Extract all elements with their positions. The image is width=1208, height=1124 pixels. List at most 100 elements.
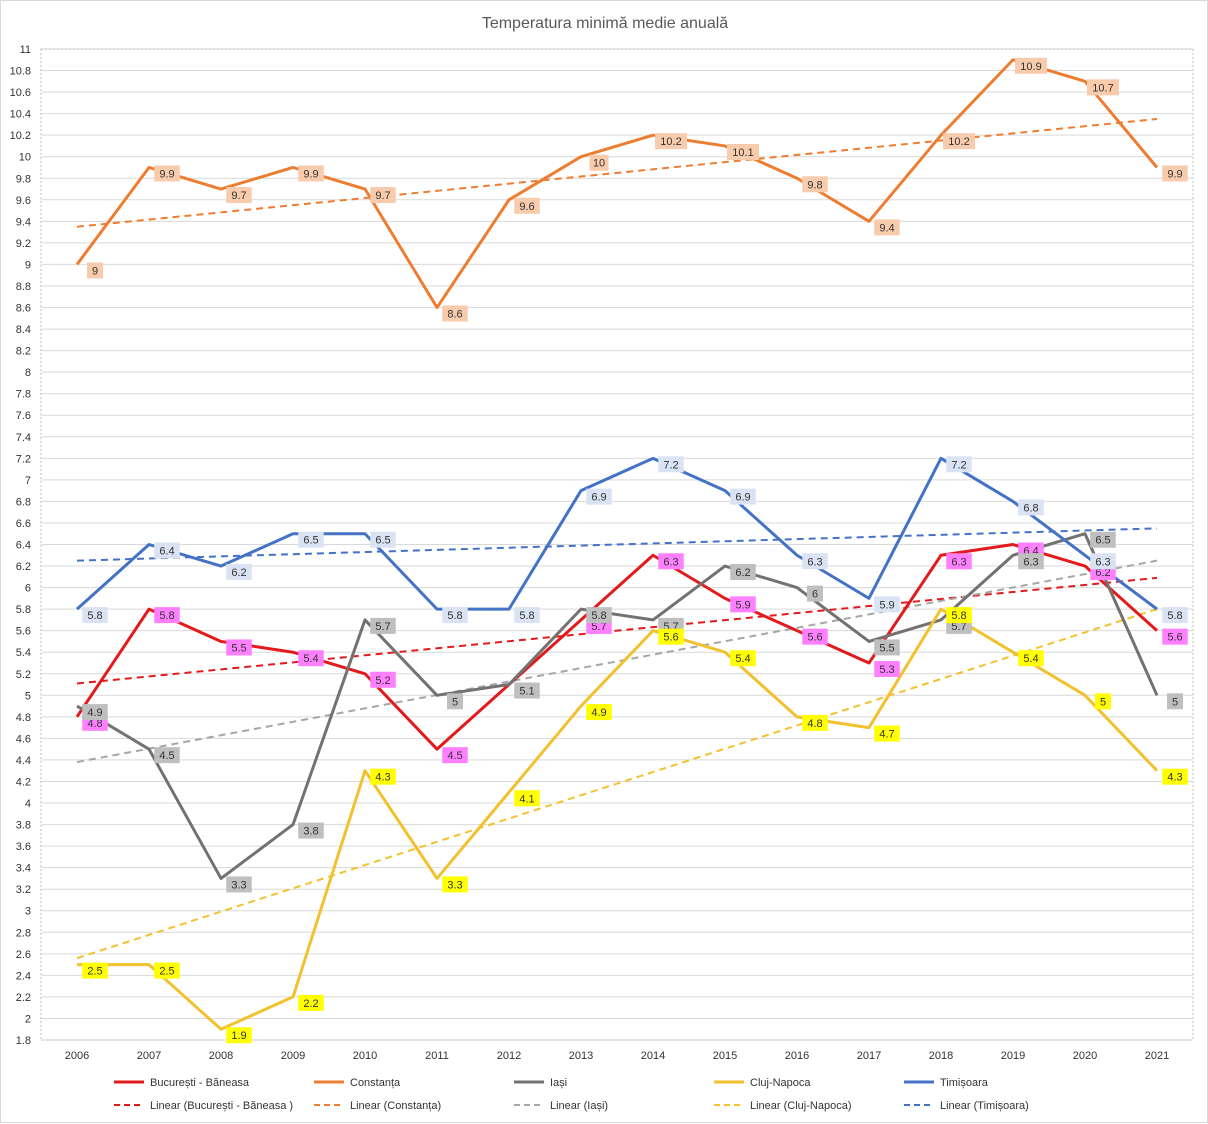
data-label-box [298,165,324,182]
data-label: 5.8 [951,610,966,622]
y-tick-label: 4.8 [16,712,31,724]
data-label-box [1167,693,1183,710]
y-tick-label: 6.6 [16,518,31,530]
data-label: 4.9 [87,707,102,719]
data-label: 5.7 [375,621,390,633]
legend-entry: Linear (Constanța) [350,1100,441,1112]
y-tick-label: 10.4 [10,109,31,121]
data-label-box [1015,57,1047,74]
data-label: 5.2 [375,675,390,687]
data-label-box [87,262,103,279]
data-label: 10.7 [1092,82,1113,94]
data-label-box [226,1027,252,1044]
x-tick-label: 2017 [857,1050,881,1062]
data-label: 9.6 [519,201,534,213]
data-label-box [82,704,108,721]
series-line [75,456,1158,611]
x-tick-label: 2008 [209,1050,233,1062]
legend-entry: Iași [550,1077,567,1089]
data-label: 1.9 [231,1030,246,1042]
data-label: 9.7 [375,190,390,202]
data-label-box [298,994,324,1011]
data-label-box [298,822,324,839]
data-label: 6.5 [303,535,318,547]
trendline [76,576,1158,685]
data-label-box [1162,607,1188,624]
data-label: 6.9 [735,492,750,504]
data-label-box [154,607,180,624]
data-label: 4.8 [87,718,102,730]
y-tick-label: 8.4 [16,324,31,336]
data-label: 9.7 [231,190,246,202]
data-label-box [226,187,252,204]
data-label: 10.2 [948,136,969,148]
x-tick-label: 2011 [425,1050,449,1062]
data-label-box [1090,553,1116,570]
data-label: 6.5 [375,535,390,547]
trendline [76,608,1158,960]
y-tick-label: 7.4 [16,432,31,444]
y-tick-label: 4.6 [16,733,31,745]
data-label-box [946,553,972,570]
y-tick-label: 3.6 [16,841,31,853]
data-label: 5.7 [951,621,966,633]
data-label: 4.8 [807,718,822,730]
data-label: 6.8 [1023,502,1038,514]
y-tick-label: 10.8 [10,66,31,78]
y-tick-label: 5.6 [16,626,31,638]
legend-entry: Constanța [350,1077,401,1089]
data-label-box [946,456,972,473]
data-label-box [802,714,828,731]
legend-entry: Linear (Iași) [550,1100,608,1112]
legend-entry: Linear (București - Băneasa ) [150,1100,293,1112]
data-label-box [154,542,180,559]
data-label-box [370,671,396,688]
data-label-box [1090,531,1116,548]
x-tick-label: 2012 [497,1050,521,1062]
data-label: 5.9 [879,599,894,611]
trendline [76,559,1158,764]
series-line [77,607,1159,1031]
y-tick-label: 8.2 [16,346,31,358]
legend-entry: Timișoara [940,1077,989,1089]
data-label: 9 [92,265,98,277]
trendline [76,527,1158,562]
y-tick-label: 2.4 [16,970,31,982]
y-tick-label: 8.8 [16,281,31,293]
data-label: 4.9 [591,707,606,719]
data-label: 6.2 [735,567,750,579]
y-tick-label: 10.2 [10,130,31,142]
data-label-box [730,564,756,581]
data-label: 5.8 [519,610,534,622]
data-label-box [154,962,180,979]
data-label: 6.4 [159,546,174,558]
data-label-box [442,305,468,322]
data-label-box [1018,499,1044,516]
data-label-box [514,607,540,624]
data-label: 5.5 [879,642,894,654]
data-label: 5.8 [87,610,102,622]
data-label-box [874,639,900,656]
data-label-box [802,553,828,570]
data-label: 3.3 [231,879,246,891]
y-tick-label: 10 [19,152,31,164]
data-label-box [82,607,108,624]
data-label-box [1162,628,1188,645]
data-label: 5.3 [879,664,894,676]
legend-entry: Cluj-Napoca [750,1077,811,1089]
data-label: 6.3 [1023,556,1038,568]
trendline [76,118,1158,228]
data-label-box [447,693,463,710]
data-label-box [586,704,612,721]
y-tick-label: 7.2 [16,453,31,465]
data-label: 6.3 [1095,556,1110,568]
data-label-box [802,628,828,645]
data-label: 8.6 [447,309,462,321]
x-tick-label: 2015 [713,1050,737,1062]
data-label-box [442,747,468,764]
data-label: 4.3 [375,772,390,784]
data-label: 6.3 [807,556,822,568]
data-label-box [730,650,756,667]
x-tick-label: 2010 [353,1050,377,1062]
data-label: 10.1 [732,147,753,159]
